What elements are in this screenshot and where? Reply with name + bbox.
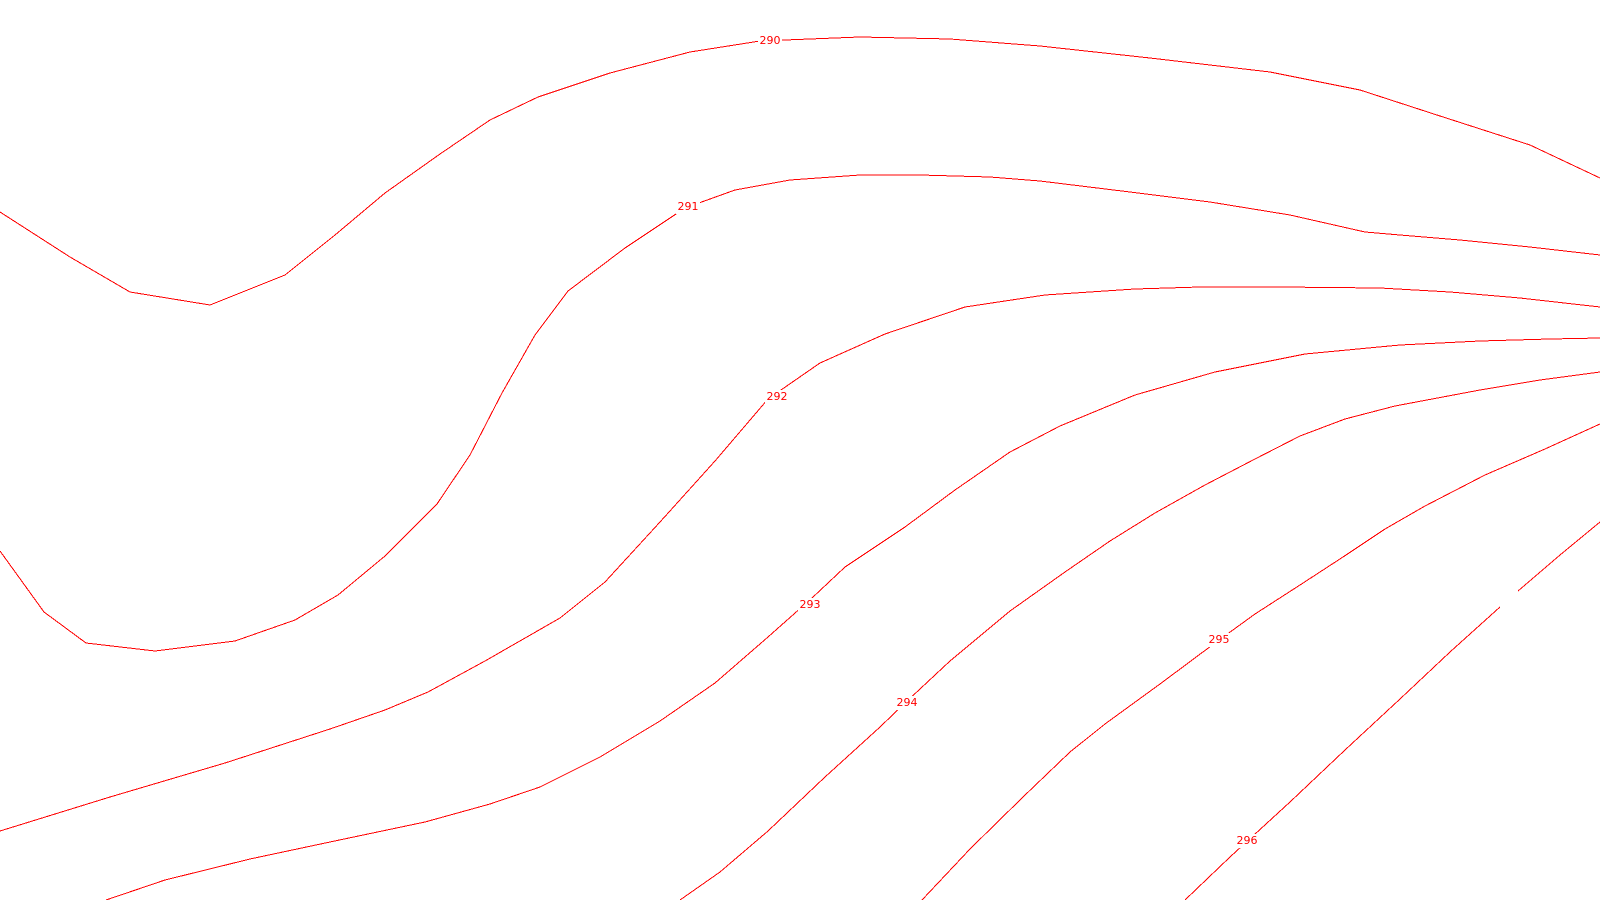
contour-line-294-1 (921, 423, 1600, 900)
contour-lines (0, 36, 1600, 900)
contour-label-291: 291 (678, 200, 699, 213)
contour-label-294: 294 (897, 696, 918, 709)
contour-label-290: 290 (760, 34, 781, 47)
contour-line-290-1 (0, 36, 1600, 306)
contour-label-292: 292 (767, 390, 788, 403)
contour-label-293: 293 (800, 598, 821, 611)
contour-line-296-2 (1517, 521, 1600, 592)
contour-label-bg-293 (798, 598, 822, 612)
contour-labels: 290 291 292 293 294 295 296 (678, 34, 1258, 847)
contour-label-bg-294 (895, 696, 919, 710)
contour-label-296: 296 (1237, 834, 1258, 847)
contour-line-291-2 (105, 337, 1600, 900)
contour-label-bg-295 (1207, 633, 1231, 647)
contour-label-masks (676, 34, 1259, 848)
contour-label-bg-291 (676, 200, 700, 214)
contour-label-bg-296 (1235, 834, 1259, 848)
contour-label-295: 295 (1209, 633, 1230, 646)
contour-line-296-1 (1184, 606, 1501, 900)
contour-line-291-1 (0, 286, 1600, 832)
contour-label-bg-290 (758, 34, 782, 48)
contour-line-290-2 (0, 174, 1600, 652)
contour-label-bg-292 (765, 390, 789, 404)
contour-line-293-1 (679, 371, 1600, 900)
